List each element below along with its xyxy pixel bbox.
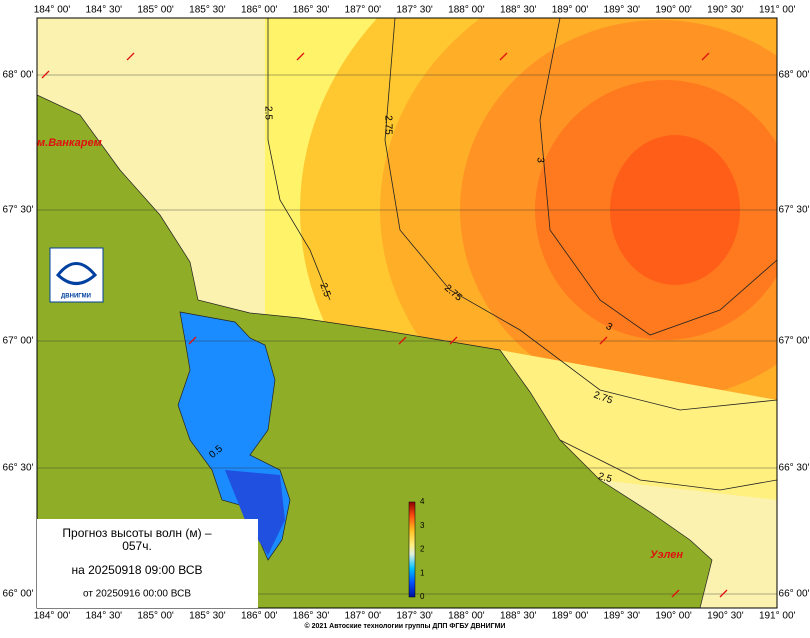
longitude-label: 191° 00' xyxy=(759,5,796,16)
longitude-label: 184° 30' xyxy=(86,5,123,16)
longitude-label: 187° 30' xyxy=(396,611,433,622)
longitude-label: 191° 00' xyxy=(759,611,796,622)
longitude-label: 189° 00' xyxy=(552,611,589,622)
contour-label: 3 xyxy=(534,157,545,163)
latitude-label: 68° 00' xyxy=(779,70,810,81)
longitude-label: 189° 00' xyxy=(552,5,589,16)
colorbar xyxy=(408,501,416,598)
latitude-label: 66° 30' xyxy=(779,463,810,474)
wind-arrow xyxy=(296,52,305,61)
wind-arrow xyxy=(599,336,608,345)
longitude-label: 185° 00' xyxy=(137,611,174,622)
contour-label: 2.5 xyxy=(262,106,273,120)
latitude-label: 67° 00' xyxy=(3,336,34,347)
wind-arrow xyxy=(41,70,50,79)
wind-arrow xyxy=(188,336,197,345)
longitude-label: 186° 30' xyxy=(293,5,330,16)
legend-box xyxy=(37,519,258,608)
longitude-label: 185° 30' xyxy=(189,611,226,622)
map-area xyxy=(37,18,777,608)
latitude-label: 66° 30' xyxy=(3,463,34,474)
contour-label: 3 xyxy=(604,321,615,334)
wind-arrow xyxy=(126,52,135,61)
colorbar-tick-label: 0 xyxy=(420,592,425,601)
latitude-label: 67° 00' xyxy=(779,336,810,347)
longitude-label: 187° 00' xyxy=(345,5,382,16)
colorbar-tick-label: 4 xyxy=(420,497,425,506)
logo-text: ДВНИГМИ xyxy=(61,294,91,300)
longitude-label: 186° 00' xyxy=(241,5,278,16)
longitude-label: 188° 30' xyxy=(500,611,537,622)
wind-arrow xyxy=(671,589,680,598)
wind-arrow xyxy=(499,52,508,61)
wind-arrow xyxy=(398,336,407,345)
colorbar-tick-label: 3 xyxy=(420,521,425,530)
longitude-label: 188° 30' xyxy=(500,5,537,16)
longitude-label: 185° 00' xyxy=(137,5,174,16)
legend-issued: от 20250916 00:00 ВСВ xyxy=(83,589,191,600)
longitude-label: 189° 30' xyxy=(604,5,641,16)
contour-label: 2.5 xyxy=(317,282,332,299)
longitude-label: 190° 30' xyxy=(707,5,744,16)
contour-label: 2.5 xyxy=(597,471,614,485)
latitude-label: 68° 00' xyxy=(3,70,34,81)
colorbar-tick-label: 2 xyxy=(420,545,425,554)
legend-title: Прогноз высоты волн (м) – xyxy=(62,526,212,540)
longitude-label: 184° 30' xyxy=(86,611,123,622)
longitude-label: 184° 00' xyxy=(34,611,71,622)
longitude-label: 190° 00' xyxy=(655,611,692,622)
longitude-label: 184° 00' xyxy=(34,5,71,16)
longitude-label: 186° 00' xyxy=(241,611,278,622)
longitude-label: 187° 00' xyxy=(345,611,382,622)
latitude-label: 67° 30' xyxy=(779,205,810,216)
longitude-label: 185° 30' xyxy=(189,5,226,16)
legend-valid: на 20250918 09:00 ВСВ xyxy=(72,563,203,577)
wind-arrow xyxy=(449,336,458,345)
footer: © 2021 Автоские технологии группы ДПП ФГ… xyxy=(305,622,506,630)
legend-title-suffix: 057ч. xyxy=(122,539,152,553)
place-label: м.Ванкарем xyxy=(37,137,102,149)
longitude-label: 188° 00' xyxy=(448,5,485,16)
latitude-label: 67° 30' xyxy=(3,205,34,216)
latitude-label: 66° 00' xyxy=(3,589,34,600)
map-frame xyxy=(36,17,778,609)
longitude-label: 186° 30' xyxy=(293,611,330,622)
latitude-label: 66° 00' xyxy=(779,589,810,600)
longitude-label: 188° 00' xyxy=(448,611,485,622)
longitude-label: 190° 00' xyxy=(655,5,692,16)
longitude-label: 190° 30' xyxy=(707,611,744,622)
place-label: Уэлен xyxy=(650,549,683,561)
wind-arrow xyxy=(701,52,710,61)
contour-label: 2.75 xyxy=(382,115,393,135)
longitude-label: 189° 30' xyxy=(604,611,641,622)
longitude-label: 187° 30' xyxy=(396,5,433,16)
colorbar-tick-label: 1 xyxy=(420,568,425,577)
wind-arrow xyxy=(719,589,728,598)
